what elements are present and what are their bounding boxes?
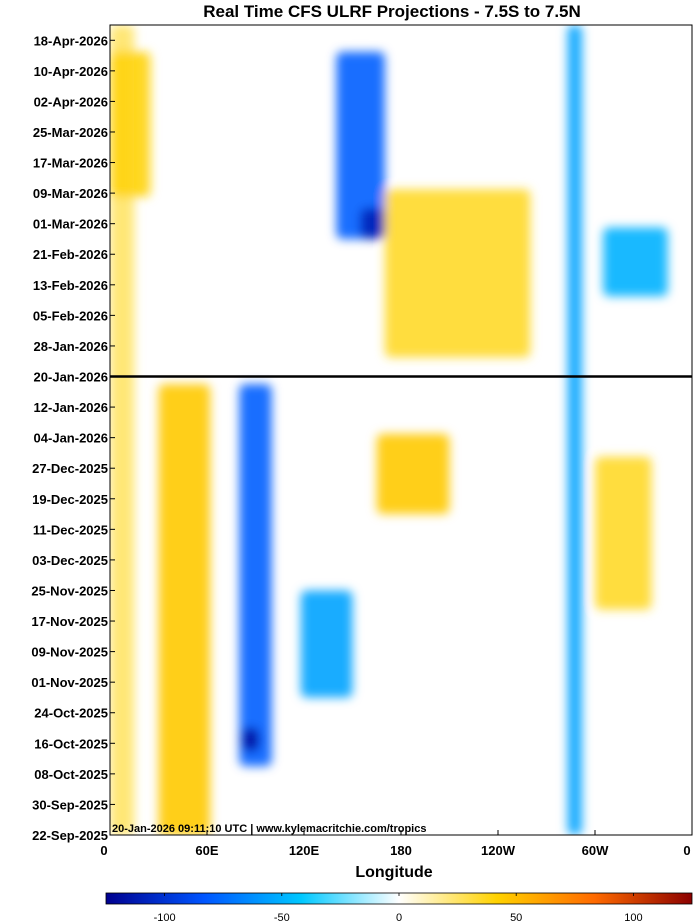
anomaly-cell xyxy=(360,208,385,239)
anomaly-cell xyxy=(110,25,135,835)
x-tick-label: 60W xyxy=(582,843,609,858)
colorbar-tick-label: 100 xyxy=(624,912,642,921)
chart-title: Real Time CFS ULRF Projections - 7.5S to… xyxy=(203,2,581,21)
y-tick-label: 02-Apr-2026 xyxy=(34,94,108,109)
x-tick-label: 180 xyxy=(390,843,412,858)
y-tick-label: 03-Dec-2025 xyxy=(32,553,108,568)
y-tick-label: 18-Apr-2026 xyxy=(34,33,108,48)
x-tick-label: 120W xyxy=(481,843,516,858)
y-tick-label: 30-Sep-2025 xyxy=(32,797,108,812)
x-tick-label: 0 xyxy=(683,843,690,858)
colorbar-tick-label: 0 xyxy=(396,912,402,921)
anomaly-cell xyxy=(376,433,450,515)
y-tick-label: 17-Nov-2025 xyxy=(31,614,108,629)
y-tick-label: 13-Feb-2026 xyxy=(33,278,108,293)
x-tick-label: 120E xyxy=(289,843,320,858)
anomaly-cell xyxy=(300,590,353,698)
anomaly-cell xyxy=(384,189,531,358)
y-tick-label: 05-Feb-2026 xyxy=(33,308,108,323)
footer-text: 20-Jan-2026 09:11:10 UTC | www.kylemacri… xyxy=(112,823,426,835)
y-tick-label: 25-Mar-2026 xyxy=(33,125,108,140)
anomaly-cell xyxy=(242,728,259,751)
y-tick-label: 01-Nov-2025 xyxy=(31,675,108,690)
heatmap-field xyxy=(110,25,668,835)
y-tick-label: 12-Jan-2026 xyxy=(34,400,108,415)
anomaly-cell xyxy=(158,384,211,835)
anomaly-cell xyxy=(336,51,385,239)
x-tick-label: 60E xyxy=(195,843,218,858)
x-tick-label: 0 xyxy=(100,843,107,858)
y-tick-label: 22-Sep-2025 xyxy=(32,828,108,843)
y-tick-label: 04-Jan-2026 xyxy=(34,431,108,446)
anomaly-cell xyxy=(239,384,272,767)
y-axis: 22-Sep-2025 30-Sep-2025 08-Oct-2025 16-Oct-… xyxy=(31,33,115,843)
anomaly-cell xyxy=(567,25,583,835)
y-tick-label: 01-Mar-2026 xyxy=(33,217,108,232)
y-tick-label: 17-Mar-2026 xyxy=(33,156,108,171)
y-tick-label: 16-Oct-2025 xyxy=(34,736,108,751)
y-tick-label: 10-Apr-2026 xyxy=(34,64,108,79)
y-tick-label: 27-Dec-2025 xyxy=(32,461,108,476)
y-tick-label: 28-Jan-2026 xyxy=(34,339,108,354)
colorbar-tick-label: -100 xyxy=(154,912,176,921)
y-tick-label: 08-Oct-2025 xyxy=(34,767,108,782)
anomaly-cell xyxy=(595,456,652,610)
y-tick-label: 25-Nov-2025 xyxy=(31,583,108,598)
x-axis-label: Longitude xyxy=(355,864,432,881)
y-tick-label: 21-Feb-2026 xyxy=(33,247,108,262)
x-axis: 0 60E 120E 180 120W 60W 0 xyxy=(100,830,693,858)
anomaly-cell xyxy=(110,51,151,197)
y-tick-label: 24-Oct-2025 xyxy=(34,706,108,721)
colorbar-tick-label: -50 xyxy=(274,912,290,921)
y-tick-label: 19-Dec-2025 xyxy=(32,492,108,507)
y-tick-label: 09-Mar-2026 xyxy=(33,186,108,201)
y-tick-label: 20-Jan-2026 xyxy=(34,370,108,385)
y-tick-label: 09-Nov-2025 xyxy=(31,645,108,660)
y-tick-label: 11-Dec-2025 xyxy=(33,522,108,537)
anomaly-cell xyxy=(603,227,668,297)
plot-area: 20-Jan-2026 09:11:10 UTC | www.kylemacri… xyxy=(109,24,693,836)
colorbar: -100 -50 0 50 100 xyxy=(105,892,693,921)
colorbar-tick-label: 50 xyxy=(510,912,522,921)
